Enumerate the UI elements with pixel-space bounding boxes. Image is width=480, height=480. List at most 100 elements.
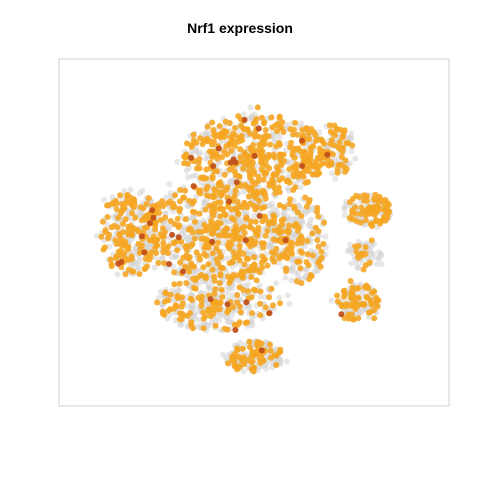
scatter-point-expressed [178, 303, 185, 310]
scatter-point-high [232, 327, 239, 333]
scatter-point-expressed [190, 275, 197, 282]
scatter-point-expressed [247, 218, 254, 225]
scatter-point-expressed [347, 301, 354, 308]
scatter-point-expressed [152, 238, 159, 245]
scatter-point-expressed [217, 272, 224, 279]
scatter-point-expressed [276, 114, 283, 121]
scatter-point-expressed [113, 200, 120, 207]
scatter-point-expressed [176, 316, 183, 323]
scatter-point-background [290, 216, 297, 223]
scatter-point-background [181, 233, 188, 240]
scatter-point-expressed [255, 173, 262, 180]
scatter-point-expressed [250, 142, 257, 149]
scatter-point-expressed [155, 260, 162, 266]
scatter-point-expressed [219, 294, 226, 300]
scatter-point-background [240, 111, 247, 118]
scatter-point-expressed [307, 145, 314, 152]
scatter-point-expressed [328, 137, 335, 144]
scatter-point-expressed [160, 249, 167, 256]
scatter-point-background [375, 254, 382, 261]
scatter-point-expressed [330, 142, 337, 149]
scatter-point-background [223, 255, 230, 262]
scatter-point-expressed [203, 192, 210, 199]
scatter-point-expressed [327, 128, 334, 135]
scatter-point-expressed [316, 163, 323, 169]
scatter-point-expressed [248, 353, 255, 360]
scatter-point-background [354, 265, 361, 272]
scatter-point-expressed [304, 156, 311, 163]
scatter-point-expressed [209, 154, 216, 160]
scatter-point-expressed [209, 175, 216, 182]
scatter-point-expressed [241, 229, 248, 236]
scatter-point-expressed [197, 190, 204, 197]
scatter-point-expressed [360, 266, 367, 273]
scatter-point-expressed [218, 129, 225, 136]
scatter-point-expressed [252, 194, 259, 201]
scatter-point-high [210, 163, 217, 170]
scatter-point-expressed [132, 214, 139, 221]
scatter-point-background [246, 305, 253, 312]
scatter-point-expressed [162, 289, 169, 296]
scatter-point-expressed [186, 268, 193, 275]
scatter-point-expressed [349, 287, 356, 294]
scatter-point-expressed [165, 250, 171, 257]
scatter-point-expressed [317, 153, 324, 160]
scatter-point-high [209, 238, 216, 245]
scatter-point-expressed [269, 255, 276, 262]
scatter-point-expressed [152, 226, 159, 233]
scatter-point-expressed [183, 280, 190, 286]
scatter-point-expressed [371, 307, 377, 314]
scatter-point-expressed [286, 201, 293, 207]
scatter-point-expressed [354, 295, 360, 302]
scatter-point-expressed [259, 138, 266, 145]
scatter-point-expressed [221, 325, 228, 332]
scatter-point-background [297, 184, 304, 191]
scatter-point-expressed [361, 192, 368, 199]
scatter-point-expressed [225, 360, 231, 367]
scatter-point-expressed [196, 210, 203, 217]
scatter-point-high [256, 213, 263, 219]
scatter-point-expressed [170, 204, 176, 211]
scatter-point-expressed [302, 194, 309, 201]
scatter-point-expressed [309, 171, 316, 178]
scatter-point-expressed [240, 287, 247, 293]
scatter-point-expressed [292, 119, 299, 126]
scatter-point-high [175, 234, 182, 241]
scatter-point-expressed [241, 261, 248, 268]
scatter-point-expressed [225, 306, 232, 313]
scatter-point-expressed [364, 206, 371, 213]
scatter-point-expressed [213, 245, 220, 252]
scatter-point-expressed [257, 144, 264, 151]
scatter-point-expressed [277, 155, 284, 162]
scatter-point-expressed [343, 303, 349, 310]
scatter-point-background [303, 267, 310, 274]
scatter-point-background [245, 281, 252, 288]
scatter-point-expressed [206, 137, 213, 144]
scatter-point-expressed [245, 153, 252, 160]
scatter-point-expressed [171, 281, 178, 288]
scatter-point-expressed [183, 243, 190, 250]
scatter-point-expressed [216, 189, 223, 195]
scatter-point-expressed [177, 310, 183, 317]
scatter-point-expressed [154, 299, 161, 306]
scatter-point-expressed [245, 255, 252, 262]
scatter-point-expressed [260, 176, 267, 183]
scatter-point-expressed [363, 293, 370, 300]
scatter-point-expressed [272, 250, 279, 257]
scatter-point-expressed [218, 183, 225, 189]
scatter-point-expressed [367, 221, 374, 228]
scatter-point-expressed [244, 127, 251, 134]
scatter-point-expressed [291, 154, 298, 161]
scatter-point-expressed [211, 193, 218, 200]
scatter-point-expressed [284, 255, 291, 262]
scatter-point-expressed [237, 309, 244, 316]
scatter-point-expressed [193, 249, 200, 256]
scatter-point-expressed [216, 123, 223, 130]
scatter-point-expressed [157, 231, 164, 238]
scatter-point-background [228, 179, 235, 185]
scatter-point-expressed [221, 171, 228, 178]
scatter-point-expressed [198, 303, 205, 309]
scatter-point-expressed [260, 240, 267, 247]
scatter-point-expressed [366, 309, 372, 316]
